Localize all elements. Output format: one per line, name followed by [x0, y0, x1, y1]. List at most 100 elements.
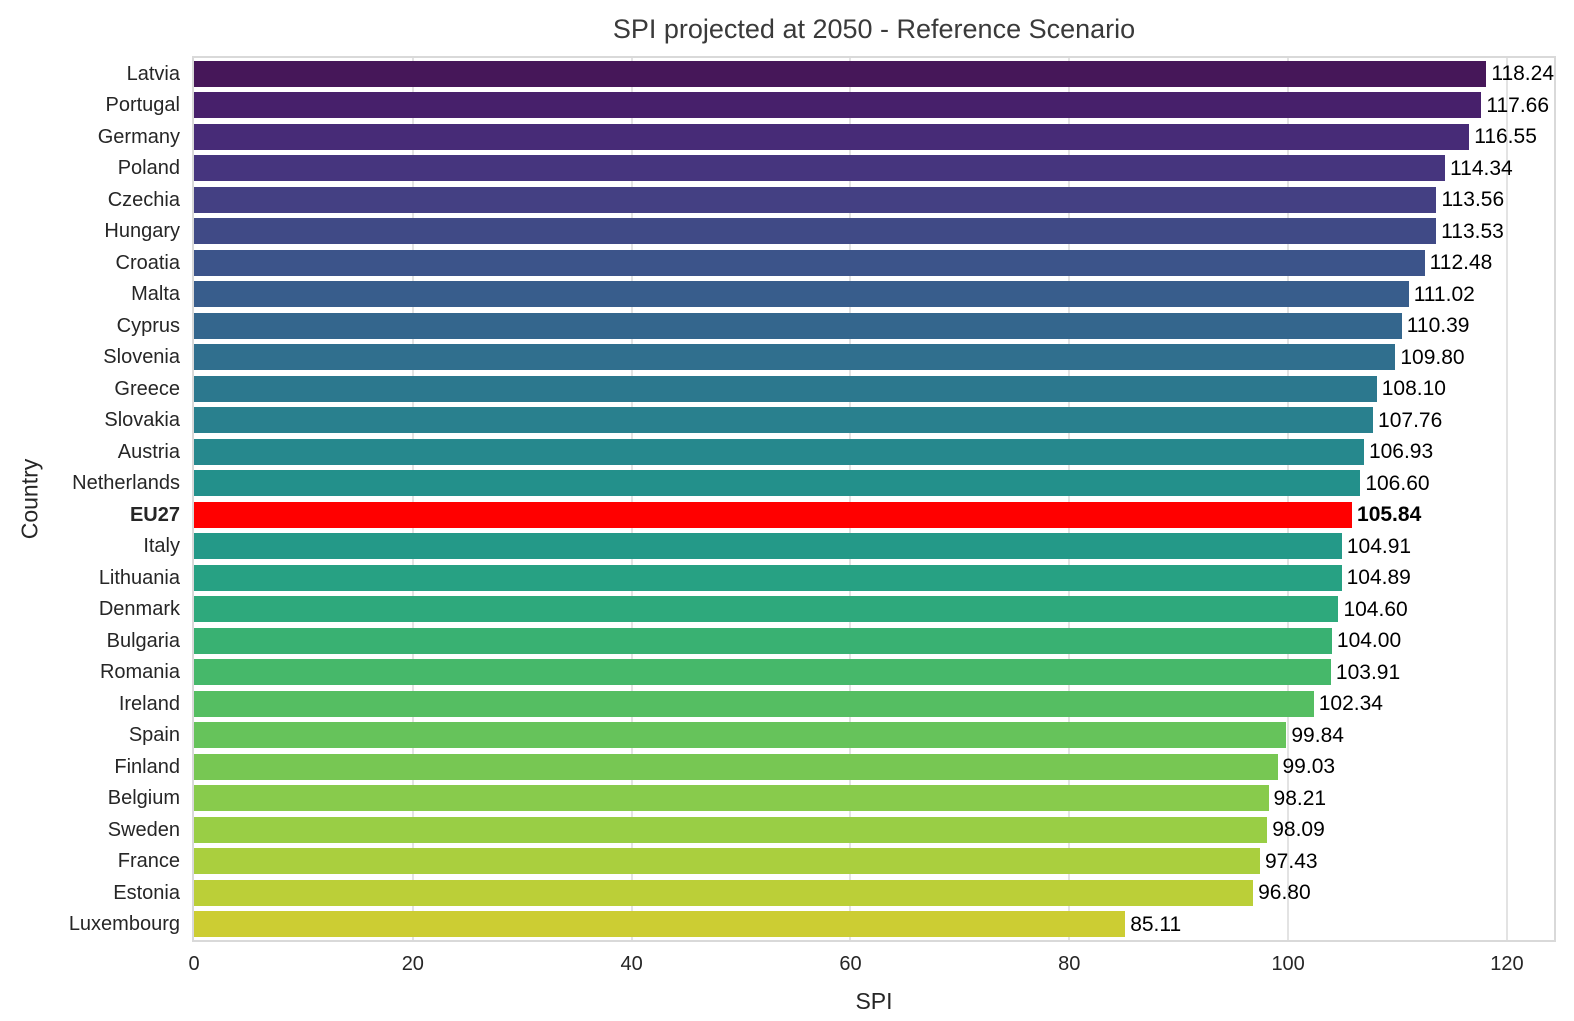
- bar-row: Netherlands 106.60: [72, 468, 1554, 500]
- bar: [194, 281, 1409, 308]
- bar: [194, 659, 1331, 686]
- bar-row: Czechia 113.56: [108, 184, 1554, 216]
- gridline-40: [630, 58, 633, 940]
- x-tick-0: 0: [188, 953, 200, 975]
- value-label: 105.84: [1357, 503, 1422, 527]
- bar-row: Italy 104.91: [143, 531, 1554, 563]
- bar-row: Spain 99.84: [129, 720, 1554, 752]
- gridline-120: [1505, 58, 1508, 940]
- bar: [194, 407, 1374, 434]
- value-label: 99.84: [1291, 723, 1344, 747]
- value-label: 103.91: [1335, 660, 1401, 684]
- category-label: Spain: [128, 724, 180, 747]
- bar-row: Denmark 104.60: [99, 594, 1554, 626]
- x-tick-20: 20: [401, 953, 424, 975]
- category-label: Italy: [143, 535, 180, 558]
- bar-row: Cyprus 110.39: [117, 310, 1554, 342]
- x-tick-80: 80: [1058, 953, 1081, 975]
- bar-row: Finland 99.03: [114, 751, 1554, 783]
- bar: [194, 155, 1446, 182]
- category-label: Czechia: [107, 188, 180, 211]
- bar: [194, 186, 1437, 213]
- bar: [194, 785, 1269, 812]
- value-label: 97.43: [1265, 849, 1318, 873]
- value-label: 85.11: [1130, 912, 1182, 936]
- category-label: Netherlands: [72, 472, 180, 495]
- bar-row: Austria 106.93: [118, 436, 1554, 468]
- bar-row: Luxembourg 85.11: [69, 909, 1554, 941]
- bar: [194, 879, 1254, 906]
- category-label: Lithuania: [98, 566, 180, 589]
- value-label: 104.89: [1346, 566, 1411, 590]
- value-label: 102.34: [1318, 692, 1383, 716]
- bar-row: Sweden 98.09: [108, 814, 1554, 846]
- category-label: Greece: [114, 377, 180, 400]
- bar-row: Malta 111.02: [131, 279, 1554, 311]
- bar: [194, 470, 1361, 497]
- bar-row: Bulgaria 104.00: [107, 625, 1554, 657]
- bar: [194, 911, 1126, 938]
- bar: [194, 438, 1364, 465]
- y-axis-label: Country: [16, 458, 43, 540]
- value-label: 114.34: [1450, 156, 1513, 180]
- bar-row: Germany 116.55: [98, 121, 1554, 153]
- bar-row: France 97.43: [118, 846, 1554, 878]
- value-label: 113.56: [1441, 188, 1505, 212]
- value-label: 104.00: [1336, 629, 1402, 653]
- category-label: Latvia: [126, 62, 180, 85]
- value-label: 104.60: [1343, 597, 1408, 621]
- bar: [194, 92, 1482, 119]
- bar: [194, 816, 1268, 843]
- category-label: EU27: [129, 503, 180, 526]
- value-label: 112.48: [1429, 251, 1493, 275]
- gridline-60: [849, 58, 852, 940]
- chart-title: SPI projected at 2050 - Reference Scenar…: [612, 14, 1136, 44]
- bar-row: Croatia 112.48: [116, 247, 1554, 279]
- value-label: 111.02: [1413, 282, 1475, 306]
- bar: [194, 60, 1487, 87]
- bar: [194, 249, 1425, 276]
- bar: [194, 123, 1470, 150]
- x-tick-100: 100: [1271, 953, 1305, 975]
- value-label: 108.10: [1381, 377, 1446, 401]
- bars-container: Latvia 118.24 Portugal 117.66 Germany 116.55 P…: [69, 58, 1554, 941]
- bar-row: Ireland 102.34: [119, 688, 1554, 720]
- bar-row: Lithuania 104.89: [99, 562, 1554, 594]
- category-label: Luxembourg: [68, 913, 180, 936]
- bar: [194, 312, 1402, 339]
- value-label: 104.91: [1346, 534, 1412, 558]
- value-label: 117.66: [1486, 93, 1550, 117]
- bar-row: Slovenia 109.80: [103, 342, 1554, 374]
- category-label: Denmark: [98, 598, 180, 621]
- category-label: Croatia: [115, 251, 180, 274]
- gridline-20: [411, 58, 414, 940]
- value-label: 98.09: [1272, 818, 1325, 842]
- value-label: 118.24: [1491, 62, 1554, 86]
- value-label: 106.93: [1368, 440, 1434, 464]
- bar: [194, 564, 1342, 591]
- category-label: Portugal: [105, 94, 181, 117]
- bar: [194, 344, 1396, 371]
- category-label: Sweden: [107, 818, 180, 841]
- bar: [194, 627, 1332, 654]
- category-label: Poland: [117, 157, 180, 180]
- bar-row: Poland 114.34: [118, 153, 1554, 185]
- x-tick-40: 40: [620, 953, 643, 975]
- category-label: Germany: [97, 125, 180, 148]
- category-label: Hungary: [104, 220, 180, 243]
- x-tick-60: 60: [839, 953, 862, 975]
- bar-row: Romania 103.91: [100, 657, 1554, 689]
- bar: [194, 848, 1260, 875]
- category-label: Belgium: [107, 787, 180, 810]
- category-label: Cyprus: [116, 314, 180, 337]
- category-label: Romania: [99, 661, 180, 684]
- category-label: Ireland: [118, 692, 180, 715]
- value-label: 110.39: [1406, 314, 1470, 338]
- gridline-80: [1068, 58, 1071, 940]
- category-label: Slovakia: [104, 409, 180, 432]
- bar-row: Belgium 98.21: [108, 783, 1554, 815]
- value-label: 99.03: [1282, 755, 1336, 779]
- value-label: 106.60: [1365, 471, 1430, 495]
- plot-area: Latvia 118.24 Portugal 117.66 Germany 116.55 P…: [69, 56, 1556, 974]
